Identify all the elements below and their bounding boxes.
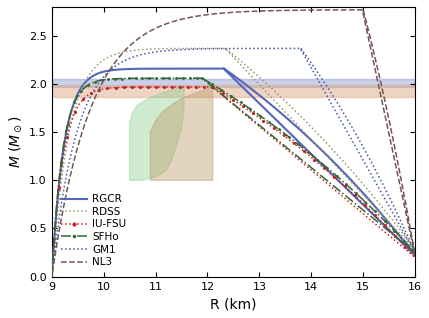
GM1 <box>120 60 125 64</box>
NL3 <box>411 246 416 250</box>
NL3 <box>137 36 142 39</box>
RGCR <box>98 71 103 74</box>
Polygon shape <box>151 87 213 180</box>
NL3 <box>361 10 366 14</box>
RGCR <box>221 67 227 71</box>
Line: IU-FSU: IU-FSU <box>50 85 417 278</box>
RDSS <box>185 46 190 50</box>
RGCR <box>224 68 229 72</box>
NL3 <box>292 8 297 12</box>
RDSS <box>110 53 115 57</box>
RGCR <box>109 68 115 72</box>
Line: RGCR: RGCR <box>52 69 415 277</box>
NL3 <box>386 116 391 120</box>
IU-FSU <box>212 86 217 90</box>
RDSS <box>223 46 228 50</box>
SFHo <box>49 275 54 279</box>
IU-FSU <box>408 250 413 254</box>
Legend: RGCR, RDSS, IU-FSU, SFHo, GM1, NL3: RGCR, RDSS, IU-FSU, SFHo, GM1, NL3 <box>57 190 131 272</box>
GM1 <box>410 244 415 248</box>
SFHo <box>92 80 97 84</box>
Line: NL3: NL3 <box>52 10 415 277</box>
GM1 <box>299 48 305 52</box>
NL3 <box>49 275 54 279</box>
Polygon shape <box>130 86 184 180</box>
SFHo <box>200 76 205 80</box>
Line: RDSS: RDSS <box>52 48 415 277</box>
RGCR <box>408 247 413 251</box>
SFHo <box>102 78 107 82</box>
GM1 <box>243 46 248 50</box>
Line: GM1: GM1 <box>52 48 415 277</box>
GM1 <box>354 134 360 138</box>
RGCR <box>184 67 189 71</box>
SFHo <box>202 78 207 81</box>
IU-FSU <box>49 275 54 279</box>
GM1 <box>49 275 54 279</box>
IU-FSU <box>309 156 314 160</box>
RDSS <box>99 60 104 64</box>
RDSS <box>225 48 230 52</box>
RDSS <box>316 133 321 137</box>
IU-FSU <box>210 85 215 89</box>
IU-FSU <box>105 86 110 90</box>
NL3 <box>158 24 163 28</box>
IU-FSU <box>175 85 180 89</box>
Bar <box>52 79 415 87</box>
IU-FSU <box>95 89 100 93</box>
GM1 <box>298 46 303 50</box>
SFHo <box>166 76 172 80</box>
Line: SFHo: SFHo <box>51 77 417 278</box>
Bar <box>52 85 415 97</box>
RDSS <box>408 241 413 245</box>
X-axis label: R (km): R (km) <box>210 297 257 311</box>
RGCR <box>315 145 320 149</box>
SFHo <box>407 245 412 249</box>
RGCR <box>49 275 54 279</box>
Y-axis label: $M\ (M_\odot)$: $M\ (M_\odot)$ <box>7 116 24 168</box>
NL3 <box>361 8 366 12</box>
GM1 <box>136 53 141 57</box>
RDSS <box>49 275 54 279</box>
SFHo <box>304 149 309 153</box>
